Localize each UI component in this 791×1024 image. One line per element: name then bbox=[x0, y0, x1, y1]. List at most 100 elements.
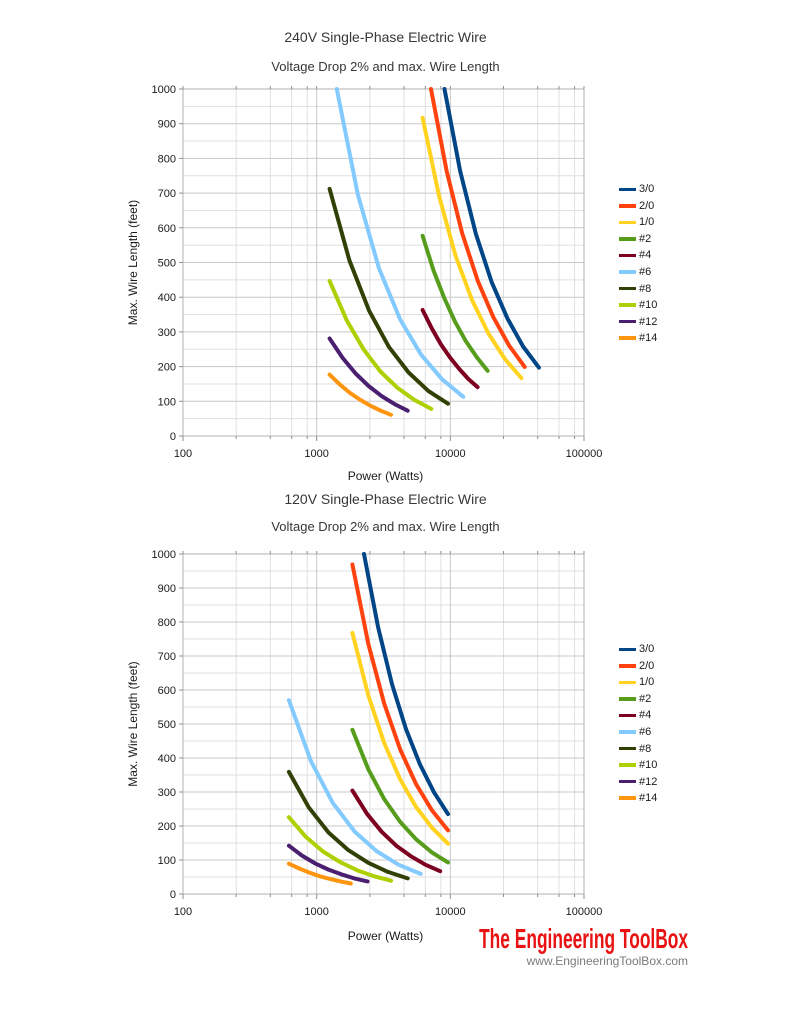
y-tick-label: 500 bbox=[158, 719, 176, 731]
series-line-#10 bbox=[327, 278, 434, 411]
legend-240v: 3/0 2/0 1/0 #2 #4 #6 #8 #10 #12 #14 bbox=[619, 181, 657, 346]
legend-item-#6: #6 bbox=[619, 724, 657, 741]
legend-swatch bbox=[619, 237, 636, 241]
legend-swatch bbox=[619, 220, 636, 225]
legend-label: #12 bbox=[639, 775, 658, 788]
legend-label: #6 bbox=[639, 266, 652, 278]
y-tick-label: 600 bbox=[158, 223, 176, 235]
y-tick-label: 700 bbox=[158, 651, 176, 663]
legend-swatch bbox=[619, 680, 636, 685]
legend-swatch bbox=[619, 746, 636, 751]
series-line-#4 bbox=[350, 788, 443, 874]
legend-label: #2 bbox=[639, 692, 652, 705]
legend-item-#2: #2 bbox=[619, 231, 657, 248]
y-tick-label: 700 bbox=[158, 188, 176, 200]
legend-item-#8: #8 bbox=[619, 740, 657, 757]
legend-swatch bbox=[619, 204, 636, 208]
series-line-2/0 bbox=[429, 87, 527, 369]
x-tick-label: 10000 bbox=[435, 448, 466, 460]
chart-subtitle: Voltage Drop 2% and max. Wire Length bbox=[271, 519, 499, 534]
chart-240v: 0 100 200 300 400 500 600 700 800 900 1000 100 1000 1… bbox=[126, 29, 602, 483]
legend-label: 1/0 bbox=[639, 216, 655, 229]
series-line-3/0 bbox=[442, 87, 541, 370]
legend-swatch bbox=[619, 697, 636, 701]
x-tick-label: 100000 bbox=[566, 448, 603, 460]
y-tick-label: 600 bbox=[158, 685, 176, 697]
y-tick-label: 900 bbox=[158, 583, 176, 595]
legend-item-#2: #2 bbox=[619, 691, 657, 708]
y-tick-label: 100 bbox=[158, 396, 176, 408]
x-axis-title: Power (Watts) bbox=[348, 469, 424, 483]
y-tick-label: 800 bbox=[158, 617, 176, 629]
legend-item-#6: #6 bbox=[619, 264, 657, 281]
legend-swatch bbox=[619, 796, 636, 800]
y-tick-label: 0 bbox=[170, 889, 176, 901]
x-tick-label: 10000 bbox=[435, 906, 466, 918]
y-axis-title: Max. Wire Length (feet) bbox=[126, 200, 140, 325]
legend-label: #2 bbox=[639, 232, 652, 245]
series-group bbox=[327, 87, 541, 417]
x-tick-label: 1000 bbox=[304, 906, 328, 918]
series-line-3/0 bbox=[362, 552, 450, 817]
legend-item-#14: #14 bbox=[619, 330, 657, 347]
brand-block: The Engineering ToolBox www.EngineeringT… bbox=[351, 925, 688, 969]
x-axis-title: Power (Watts) bbox=[348, 929, 424, 943]
legend-label: #8 bbox=[639, 742, 652, 755]
grid bbox=[182, 89, 585, 436]
legend-label: #12 bbox=[639, 315, 658, 328]
legend-swatch bbox=[619, 303, 636, 307]
y-tick-label: 100 bbox=[158, 855, 176, 867]
axis-ticks bbox=[179, 551, 585, 899]
legend-item-#12: #12 bbox=[619, 313, 657, 330]
y-tick-label: 900 bbox=[158, 119, 176, 131]
legend-swatch bbox=[619, 647, 636, 652]
legend-swatch bbox=[619, 713, 636, 718]
series-line-1/0 bbox=[420, 115, 524, 381]
legend-item-3/0: 3/0 bbox=[619, 181, 657, 198]
legend-label: 3/0 bbox=[639, 183, 655, 196]
legend-item-#4: #4 bbox=[619, 707, 657, 724]
legend-label: #8 bbox=[639, 282, 652, 295]
series-group bbox=[286, 552, 450, 886]
legend-swatch bbox=[619, 336, 636, 340]
legend-swatch bbox=[619, 253, 636, 258]
series-line-1/0 bbox=[350, 630, 450, 846]
chart-120v: 0 100 200 300 400 500 600 700 800 900 1000 100 1000 1… bbox=[126, 491, 602, 943]
legend-swatch bbox=[619, 319, 636, 324]
legend-label: #10 bbox=[639, 299, 658, 312]
x-tick-label: 1000 bbox=[304, 448, 328, 460]
series-line-#12 bbox=[327, 336, 410, 413]
legend-swatch bbox=[619, 763, 636, 767]
axis-ticks bbox=[179, 86, 585, 441]
legend-label: #14 bbox=[639, 332, 658, 345]
legend-item-3/0: 3/0 bbox=[619, 641, 657, 658]
legend-swatch bbox=[619, 187, 636, 192]
series-line-#8 bbox=[286, 769, 410, 881]
legend-label: #6 bbox=[639, 726, 652, 738]
y-tick-label: 300 bbox=[158, 327, 176, 339]
series-line-#10 bbox=[286, 815, 393, 883]
y-tick-label: 800 bbox=[158, 153, 176, 165]
legend-item-#12: #12 bbox=[619, 773, 657, 790]
legend-label: #4 bbox=[639, 709, 652, 722]
legend-swatch bbox=[619, 779, 636, 784]
legend-item-#8: #8 bbox=[619, 280, 657, 297]
legend-swatch bbox=[619, 270, 636, 274]
legend-label: #4 bbox=[639, 249, 652, 262]
grid bbox=[182, 554, 585, 894]
legend-item-1/0: 1/0 bbox=[619, 674, 657, 691]
legend-swatch bbox=[619, 664, 636, 668]
y-tick-label: 200 bbox=[158, 362, 176, 374]
series-line-#12 bbox=[286, 843, 370, 884]
y-tick-label: 400 bbox=[158, 292, 176, 304]
y-tick-label: 200 bbox=[158, 821, 176, 833]
series-line-#2 bbox=[350, 727, 450, 865]
series-line-#2 bbox=[420, 233, 490, 373]
x-tick-label: 100 bbox=[174, 448, 192, 460]
series-line-#14 bbox=[286, 861, 353, 886]
chart-subtitle: Voltage Drop 2% and max. Wire Length bbox=[271, 59, 499, 74]
legend-item-#10: #10 bbox=[619, 757, 657, 774]
legend-label: 1/0 bbox=[639, 676, 655, 689]
legend-label: #14 bbox=[639, 792, 658, 805]
